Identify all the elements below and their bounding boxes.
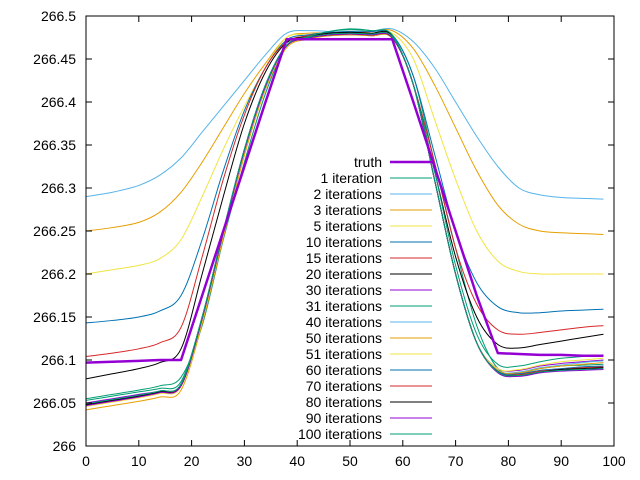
x-tick-label: 20	[184, 453, 200, 469]
legend-label: 10 iterations	[306, 234, 382, 250]
y-tick-label: 266.25	[33, 223, 76, 239]
y-tick-label: 266.45	[33, 51, 76, 67]
series-line-50-iterations	[85, 33, 604, 411]
x-tick-label: 70	[448, 453, 464, 469]
legend-label: 50 iterations	[306, 330, 382, 346]
y-tick-label: 266.3	[41, 180, 76, 196]
y-tick-label: 266.15	[33, 309, 76, 325]
y-tick-label: 266.05	[33, 395, 76, 411]
y-tick-label: 266.5	[41, 8, 76, 24]
y-axis: 266 266.05 266.1 266.15 266.2 266.25 266.3 266.…	[33, 8, 614, 454]
x-tick-label: 10	[131, 453, 147, 469]
legend-label: 31 iterations	[306, 298, 382, 314]
series-line-truth	[85, 37, 604, 364]
legend-label: 3 iterations	[314, 202, 382, 218]
legend-label: 20 iterations	[306, 266, 382, 282]
legend-label: 90 iterations	[306, 410, 382, 426]
series-line-100-iterations	[85, 31, 604, 405]
x-axis: 0 10 20 30 40 50 60 70 80 90 100	[82, 16, 626, 469]
series-layer	[85, 27, 604, 411]
legend-label: truth	[354, 154, 382, 170]
legend-label: 100 iterations	[298, 426, 382, 442]
legend-label: 2 iterations	[314, 186, 382, 202]
legend-label: 40 iterations	[306, 314, 382, 330]
legend-label: 1 iteration	[321, 170, 382, 186]
x-tick-label: 0	[82, 453, 90, 469]
legend-label: 15 iterations	[306, 250, 382, 266]
series-line-20-iterations	[85, 30, 604, 380]
x-tick-label: 60	[395, 453, 411, 469]
y-tick-label: 266.4	[41, 94, 76, 110]
series-line-31-iterations	[85, 29, 604, 401]
y-tick-label: 266	[53, 438, 77, 454]
legend-label: 51 iterations	[306, 346, 382, 362]
y-tick-label: 266.2	[41, 266, 76, 282]
legend-label: 60 iterations	[306, 362, 382, 378]
y-tick-label: 266.1	[41, 352, 76, 368]
x-tick-label: 30	[237, 453, 253, 469]
legend-label: 70 iterations	[306, 378, 382, 394]
legend-label: 5 iterations	[314, 218, 382, 234]
x-tick-label: 40	[289, 453, 305, 469]
x-tick-label: 90	[553, 453, 569, 469]
legend-label: 30 iterations	[306, 282, 382, 298]
y-tick-label: 266.35	[33, 137, 76, 153]
series-line-10-iterations	[85, 30, 604, 324]
x-tick-label: 100	[602, 453, 626, 469]
legend-label: 80 iterations	[306, 394, 382, 410]
x-tick-label: 80	[501, 453, 517, 469]
x-tick-label: 50	[342, 453, 358, 469]
series-line-90-iterations	[85, 32, 604, 407]
